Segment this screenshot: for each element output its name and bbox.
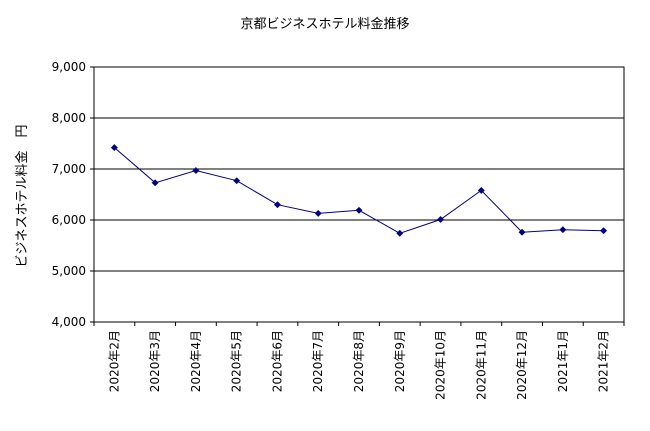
x-tick-label: 2020年10月 <box>434 330 448 400</box>
gridlines <box>94 117 624 272</box>
y-tick-label: 8,000 <box>52 111 86 125</box>
x-tick-label: 2021年1月 <box>556 330 570 392</box>
x-axis-ticks: 2020年2月 2020年3月 2020年4月 2020年5月 2020年6月 2020年… <box>93 322 625 400</box>
data-point <box>396 229 404 237</box>
data-point <box>436 215 445 224</box>
data-point <box>559 226 567 234</box>
data-point <box>314 209 322 217</box>
y-tick-label: 7,000 <box>52 162 86 176</box>
x-tick-label: 2020年11月 <box>474 330 488 400</box>
plot-area <box>93 66 625 323</box>
data-point <box>273 201 282 209</box>
data-point <box>233 177 241 185</box>
y-axis-ticks: 4,000 5,000 6,000 7,000 8,000 9,000 <box>52 60 94 329</box>
y-tick-label: 4,000 <box>52 315 86 329</box>
x-tick-label: 2020年4月 <box>189 330 203 392</box>
y-tick-label: 6,000 <box>52 213 86 227</box>
y-axis-label: ビジネスホテル料金 円 <box>14 124 30 267</box>
x-tick-label: 2020年6月 <box>270 330 284 392</box>
x-tick-label: 2020年5月 <box>230 330 244 392</box>
x-tick-label: 2020年3月 <box>148 330 162 392</box>
data-point <box>110 144 118 152</box>
x-tick-label: 2020年2月 <box>107 330 121 392</box>
series-markers <box>110 144 608 237</box>
data-point <box>477 186 485 194</box>
data-point <box>600 227 608 235</box>
y-tick-label: 5,000 <box>52 264 86 278</box>
x-tick-label: 2020年7月 <box>311 330 325 392</box>
data-point <box>518 228 526 236</box>
data-point <box>151 179 159 187</box>
x-tick-label: 2020年9月 <box>393 330 407 392</box>
x-tick-label: 2020年12月 <box>515 330 529 400</box>
chart-title: 京都ビジネスホテル料金推移 <box>240 16 409 32</box>
x-tick-label: 2020年8月 <box>352 330 366 392</box>
data-point <box>355 206 363 214</box>
y-tick-label: 9,000 <box>52 60 86 74</box>
x-tick-label: 2021年2月 <box>597 330 611 392</box>
data-point <box>192 166 200 175</box>
